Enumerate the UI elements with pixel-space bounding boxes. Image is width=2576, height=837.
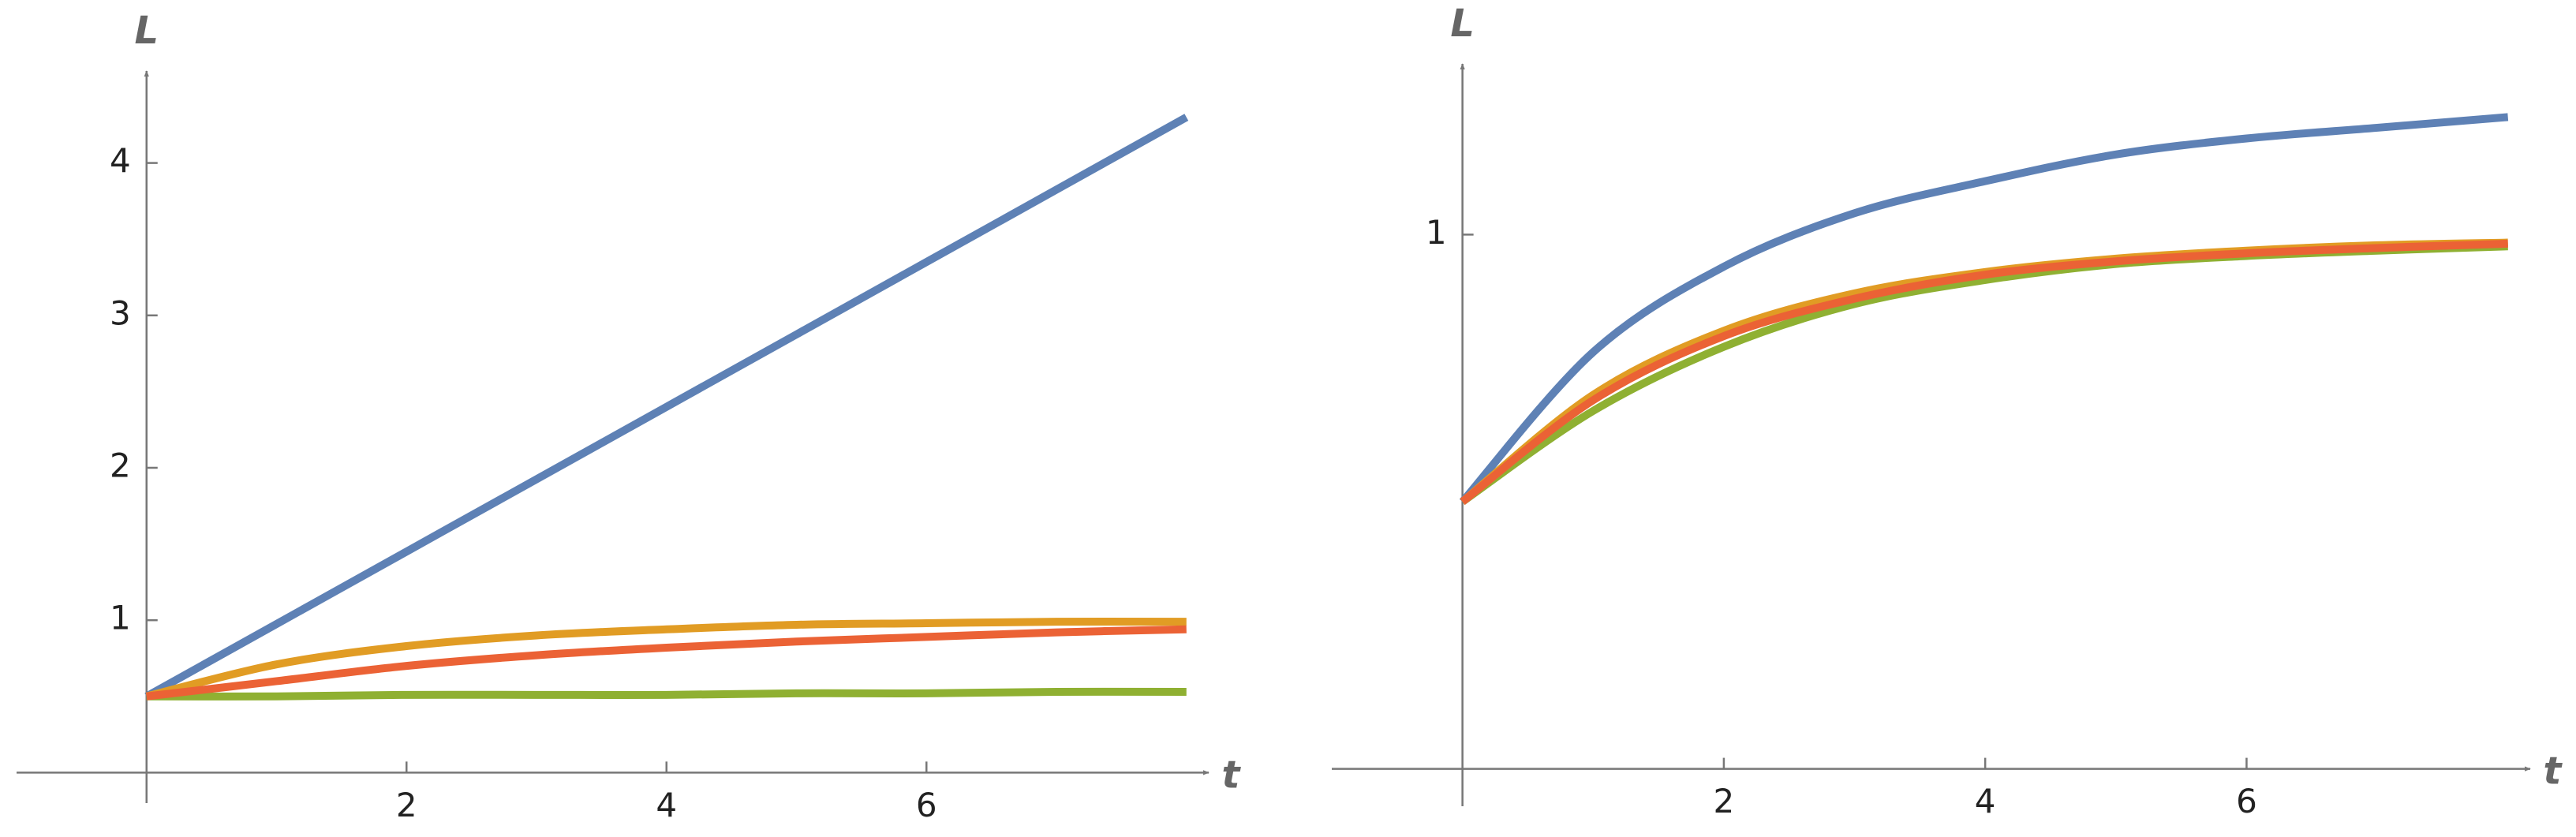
- series-line: [1460, 239, 2508, 505]
- x-tick-label: 6: [916, 786, 937, 824]
- series-line: [145, 617, 1187, 701]
- y-tick-label: 1: [110, 599, 131, 637]
- series-line: [1459, 113, 2509, 505]
- x-tick-label: 2: [396, 786, 417, 824]
- x-tick-label: 2: [1714, 782, 1735, 820]
- y-axis-label: L: [1450, 2, 1475, 46]
- series-line: [144, 114, 1189, 701]
- y-axis-label: L: [134, 9, 159, 53]
- series-line: [1460, 242, 2508, 506]
- y-tick-label: 3: [110, 293, 131, 332]
- x-axis-label: t: [1222, 753, 1242, 797]
- series-line: [146, 625, 1187, 701]
- x-tick-label: 4: [1975, 782, 1996, 820]
- x-axis-label: t: [2544, 749, 2563, 794]
- series-line: [146, 687, 1187, 701]
- y-tick-label: 1: [1426, 213, 1447, 252]
- x-tick-label: 6: [2236, 782, 2257, 820]
- y-tick-label: 4: [110, 141, 131, 180]
- y-tick-label: 2: [110, 446, 131, 484]
- x-tick-label: 4: [656, 786, 677, 824]
